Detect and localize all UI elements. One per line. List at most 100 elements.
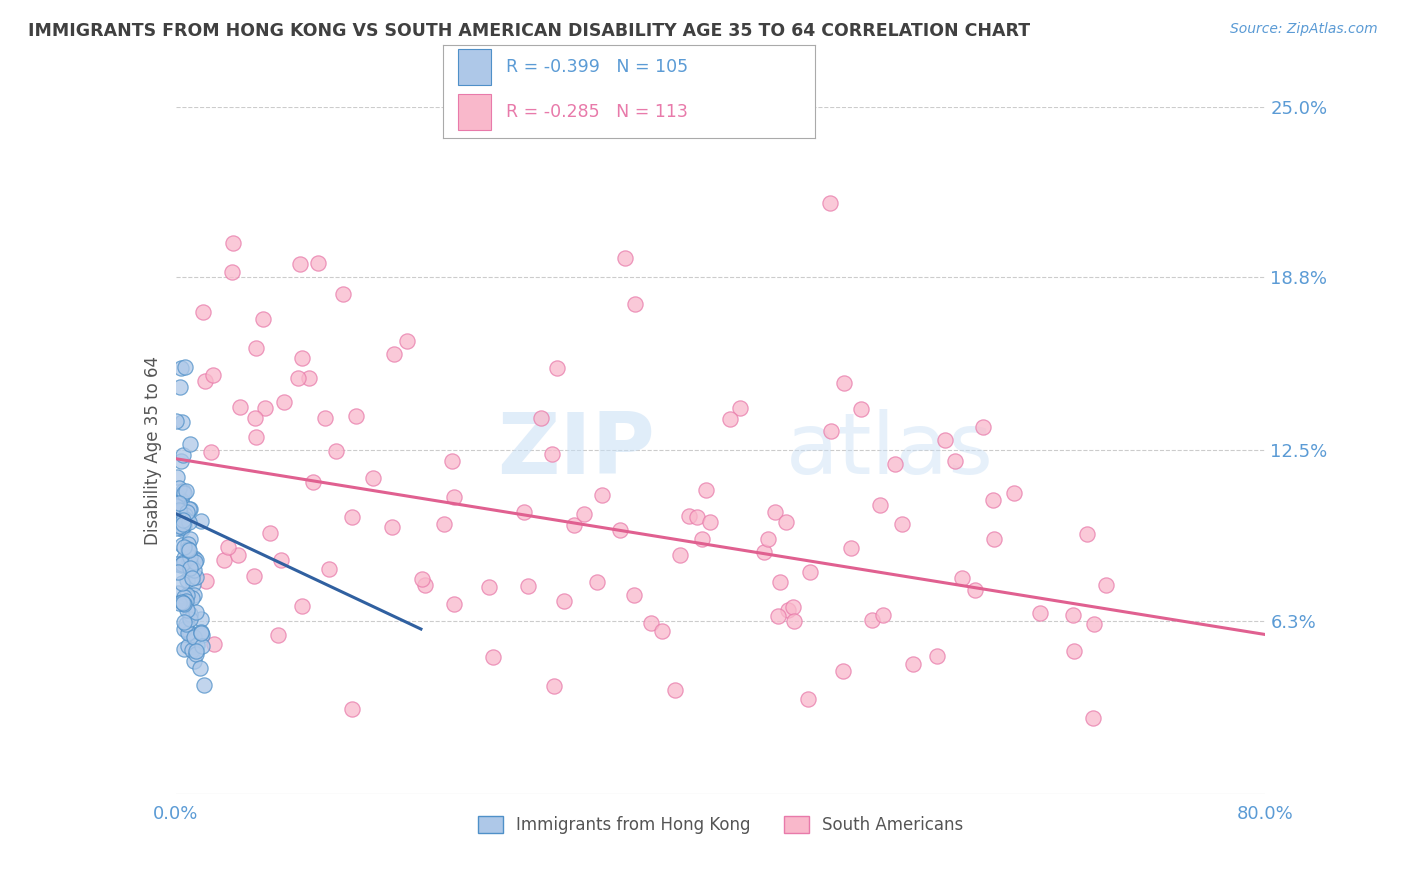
Point: [170, 454, 193, 468]
Point: [766, 609, 789, 624]
Point: [173, 486, 195, 500]
Point: [191, 304, 214, 318]
Point: [176, 603, 198, 617]
Point: [690, 532, 713, 546]
Point: [443, 598, 465, 612]
Point: [849, 402, 872, 417]
Point: [172, 448, 194, 462]
Point: [173, 540, 195, 554]
Point: [614, 251, 637, 265]
Point: [586, 574, 609, 589]
Point: [177, 501, 200, 516]
Point: [678, 509, 700, 524]
Point: [291, 351, 314, 366]
Point: [172, 538, 194, 552]
Point: [818, 196, 841, 211]
Point: [184, 552, 207, 566]
Point: [173, 596, 195, 610]
Point: [259, 525, 281, 540]
Point: [170, 361, 193, 376]
Point: [170, 558, 193, 572]
Point: [166, 470, 188, 484]
Point: [181, 577, 204, 591]
Point: [183, 631, 205, 645]
Point: [952, 571, 974, 585]
Point: [541, 447, 564, 461]
Point: [769, 575, 792, 590]
Point: [728, 401, 751, 416]
Point: [170, 493, 193, 508]
Point: [180, 571, 202, 585]
Point: [202, 368, 225, 383]
Point: [169, 513, 191, 527]
Point: [763, 505, 786, 519]
Point: [177, 639, 200, 653]
Point: [972, 420, 994, 434]
Point: [173, 641, 195, 656]
Point: [186, 570, 208, 584]
Point: [179, 501, 201, 516]
Point: [186, 606, 208, 620]
Point: [314, 410, 336, 425]
Point: [183, 563, 205, 577]
Point: [624, 297, 647, 311]
Point: [342, 510, 364, 524]
Point: [165, 414, 187, 428]
Point: [562, 517, 585, 532]
Point: [177, 625, 200, 640]
Point: [172, 522, 194, 536]
Point: [983, 533, 1005, 547]
Point: [221, 265, 243, 279]
Point: [170, 557, 193, 571]
Point: [179, 607, 201, 621]
Point: [172, 516, 194, 530]
Point: [890, 516, 912, 531]
Point: [169, 515, 191, 529]
Point: [243, 410, 266, 425]
Point: [820, 424, 842, 438]
Point: [441, 454, 464, 468]
Point: [179, 533, 201, 547]
Point: [170, 519, 193, 533]
Point: [190, 514, 212, 528]
Point: [553, 593, 575, 607]
Point: [174, 617, 197, 632]
Point: [190, 628, 212, 642]
Point: [872, 607, 894, 622]
Point: [181, 643, 204, 657]
Point: [179, 542, 201, 557]
Point: [173, 518, 195, 533]
Point: [381, 520, 404, 534]
Point: [200, 445, 222, 459]
Point: [382, 347, 405, 361]
Point: [179, 549, 201, 564]
Point: [166, 506, 188, 520]
Point: [695, 483, 717, 497]
Point: [167, 496, 190, 510]
Point: [963, 582, 986, 597]
Point: [169, 504, 191, 518]
Point: [782, 600, 804, 615]
Point: [411, 572, 433, 586]
Point: [245, 430, 267, 444]
Point: [173, 622, 195, 636]
Point: [190, 612, 212, 626]
Point: [832, 376, 855, 391]
Point: [267, 628, 290, 642]
FancyBboxPatch shape: [458, 95, 491, 130]
Point: [229, 400, 252, 414]
Point: [173, 597, 195, 611]
Point: [176, 542, 198, 557]
Point: [172, 596, 194, 610]
Point: [797, 691, 820, 706]
Point: [546, 361, 568, 376]
Point: [177, 626, 200, 640]
Point: [1062, 608, 1084, 623]
Point: [1076, 526, 1098, 541]
Point: [1002, 485, 1025, 500]
Point: [166, 499, 188, 513]
Point: [172, 513, 194, 527]
Point: [179, 612, 201, 626]
Point: [1063, 643, 1085, 657]
Point: [183, 588, 205, 602]
